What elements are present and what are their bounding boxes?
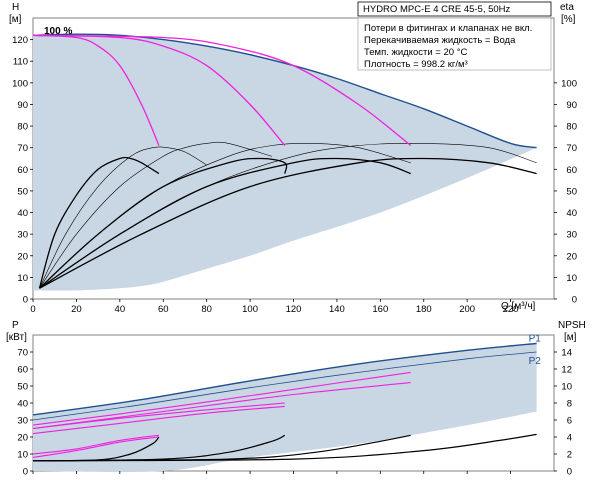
info-box-frame xyxy=(357,17,552,71)
info-box-line: Перекачиваемая жидкость = Вода xyxy=(364,35,516,46)
efficiency-curve xyxy=(39,141,272,289)
lower-right-axis-unit: [м] xyxy=(564,332,577,343)
x-tick-label: 140 xyxy=(329,304,345,315)
right-tick-label: 20 xyxy=(566,251,577,262)
upper-plot: 0 10 20 30 40 50 60 70 80 90 100 110 120 0 10 20 30 40 50 6… xyxy=(9,1,577,315)
power-envelope xyxy=(33,343,537,473)
left-tick-label: 10 xyxy=(17,273,28,284)
series-label: P2 xyxy=(529,356,542,367)
info-box-line: Потери в фитингах и клапанах не вкл. xyxy=(364,23,532,34)
right-tick-label: 6 xyxy=(567,416,572,427)
right-tick-label: 30 xyxy=(566,230,577,241)
efficiency-curve xyxy=(39,146,207,289)
right-tick-label: 2 xyxy=(567,450,572,461)
npsh-curve xyxy=(32,433,537,462)
left-tick-label: 80 xyxy=(17,122,28,133)
right-tick-label: 0 xyxy=(572,295,577,306)
x-tick-label: 200 xyxy=(459,304,475,315)
left-tick-label: 50 xyxy=(17,186,28,197)
power-system-curve xyxy=(32,405,285,435)
left-tick-label: 60 xyxy=(17,365,28,376)
left-tick-label: 0 xyxy=(23,467,28,478)
right-tick-label: 70 xyxy=(566,143,577,154)
x-tick-label: 220 xyxy=(503,304,519,315)
upper-left-axis-label: H xyxy=(12,2,19,13)
left-tick-label: 40 xyxy=(17,399,28,410)
right-tick-label: 10 xyxy=(566,273,577,284)
power-series-p2 xyxy=(32,351,537,421)
efficiency-curve xyxy=(39,157,537,289)
left-tick-label: 30 xyxy=(17,230,28,241)
power-system-curve xyxy=(32,371,411,426)
left-tick-label: 20 xyxy=(17,433,28,444)
upper-plot-marks: 0 10 20 30 40 50 60 70 80 90 100 110 120 0 10 20 30 40 50 6… xyxy=(12,33,577,315)
left-tick-label: 0 xyxy=(23,295,28,306)
lower-left-axis-label: P xyxy=(12,320,19,331)
right-tick-label: 50 xyxy=(566,186,577,197)
info-box-title: HYDRO MPC-E 4 CRE 45-5, 50Hz xyxy=(363,4,511,15)
left-tick-label: 10 xyxy=(17,450,28,461)
series-label: P1 xyxy=(529,334,542,345)
right-tick-label: 100 xyxy=(561,78,577,89)
x-tick-label: 80 xyxy=(201,304,212,315)
efficiency-curve xyxy=(38,156,160,289)
upper-left-axis-unit: [м] xyxy=(9,14,22,25)
info-box: HYDRO MPC-E 4 CRE 45-5, 50Hz Потери в фи… xyxy=(357,1,552,71)
left-tick-label: 120 xyxy=(12,35,28,46)
x-tick-label: 40 xyxy=(115,304,126,315)
x-tick-label: 160 xyxy=(372,304,388,315)
info-box-line: Темп. жидкости = 20 °C xyxy=(364,47,467,58)
left-tick-label: 100 xyxy=(12,78,28,89)
x-tick-label: 20 xyxy=(71,304,82,315)
right-tick-label: 10 xyxy=(561,382,572,393)
left-tick-label: 70 xyxy=(17,143,28,154)
right-tick-label: 0 xyxy=(567,467,572,478)
right-tick-label: 40 xyxy=(566,208,577,219)
left-tick-label: 20 xyxy=(17,251,28,262)
right-tick-label: 60 xyxy=(566,165,577,176)
lower-right-axis-label: NPSH xyxy=(558,320,586,331)
system-curve xyxy=(32,34,412,147)
info-box-line: Плотность = 998.2 кг/м³ xyxy=(364,59,468,70)
upper-right-axis-unit: [%] xyxy=(561,14,576,25)
right-tick-label: 90 xyxy=(566,100,577,111)
left-tick-label: 40 xyxy=(17,208,28,219)
power-system-curve xyxy=(32,436,159,458)
power-series-p1 xyxy=(32,342,537,416)
efficiency-curve xyxy=(39,142,537,289)
info-box-title-frame xyxy=(357,1,552,17)
x-tick-label: 60 xyxy=(158,304,169,315)
lower-left-axis-unit: [кВт] xyxy=(6,332,27,343)
power-system-curve xyxy=(32,382,411,430)
power-system-curve xyxy=(32,434,159,455)
left-tick-label: 110 xyxy=(13,57,28,68)
x-axis-label: Q [м³/ч] xyxy=(501,301,536,312)
left-tick-label: 30 xyxy=(17,416,28,427)
right-tick-label: 14 xyxy=(561,348,572,359)
lower-plot-marks: P1 P2 0 10 20 30 40 50 60 70 0 2 4 6 8 10 12 14 xyxy=(17,334,572,478)
right-tick-label: 4 xyxy=(567,433,572,444)
lower-plot: P1 P2 0 10 20 30 40 50 60 70 0 2 4 6 8 10 12 14 P [кВт] N… xyxy=(6,320,586,478)
speed-label: 100 % xyxy=(44,26,72,37)
right-tick-label: 12 xyxy=(561,365,572,376)
upper-right-axis-label: eta xyxy=(560,2,574,13)
system-curve xyxy=(32,34,160,146)
x-tick-label: 180 xyxy=(416,304,432,315)
right-tick-label: 8 xyxy=(567,399,572,410)
right-tick-label: 80 xyxy=(566,122,577,133)
left-tick-label: 50 xyxy=(17,382,28,393)
x-tick-label: 120 xyxy=(286,304,302,315)
left-tick-label: 90 xyxy=(17,100,28,111)
x-tick-label: 0 xyxy=(30,304,35,315)
x-tick-label: 100 xyxy=(242,304,258,315)
left-tick-label: 70 xyxy=(17,348,28,359)
left-tick-label: 60 xyxy=(17,165,28,176)
